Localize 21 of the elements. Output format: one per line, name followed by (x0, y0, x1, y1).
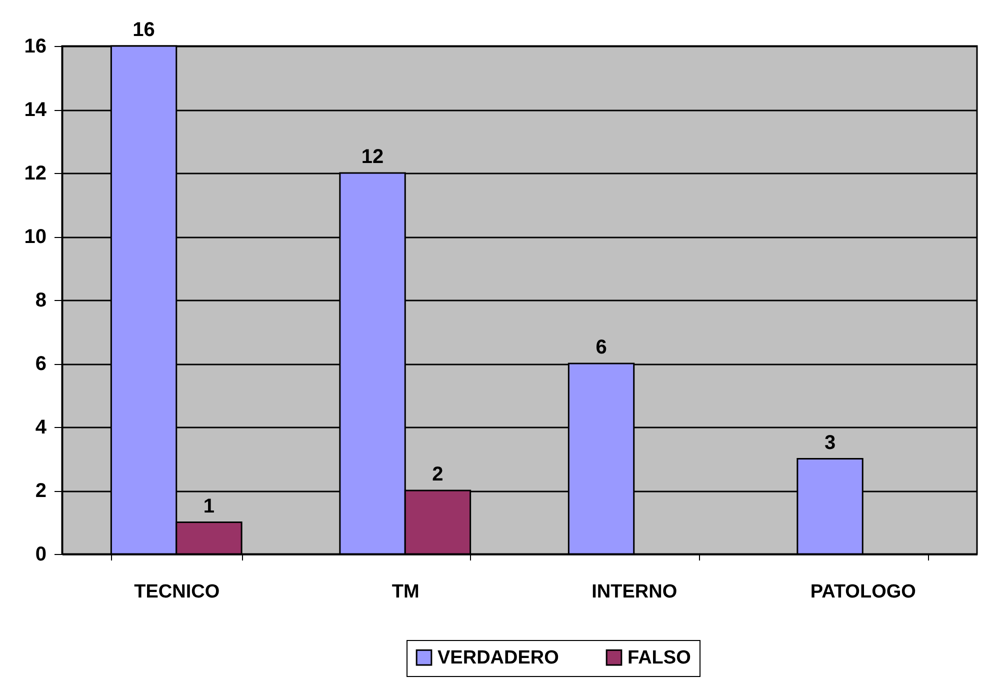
data-label: 12 (361, 146, 384, 168)
x-tick-label: TECNICO (134, 582, 220, 602)
data-label: 2 (432, 464, 444, 486)
y-tick-label: 4 (35, 416, 48, 438)
data-label: 6 (596, 336, 607, 358)
data-label: 1 (203, 495, 215, 518)
y-tick-label: 16 (24, 36, 46, 58)
y-tick-label: 8 (35, 290, 46, 312)
x-tick-label: TM (392, 582, 420, 602)
x-tick-label: PATOLOGO (810, 582, 916, 602)
x-tick-label: INTERNO (592, 582, 678, 602)
y-tick-label: 6 (35, 353, 46, 375)
data-label: 3 (824, 432, 836, 454)
y-tick-label: 0 (35, 544, 46, 566)
y-tick-label: 12 (24, 162, 46, 184)
legend-label: VERDADERO (438, 648, 559, 669)
y-tick-label: 14 (24, 99, 48, 121)
y-tick-label: 10 (24, 226, 46, 248)
y-tick-label: 2 (35, 480, 46, 502)
legend-label: FALSO (628, 648, 691, 669)
data-label: 16 (132, 19, 155, 41)
